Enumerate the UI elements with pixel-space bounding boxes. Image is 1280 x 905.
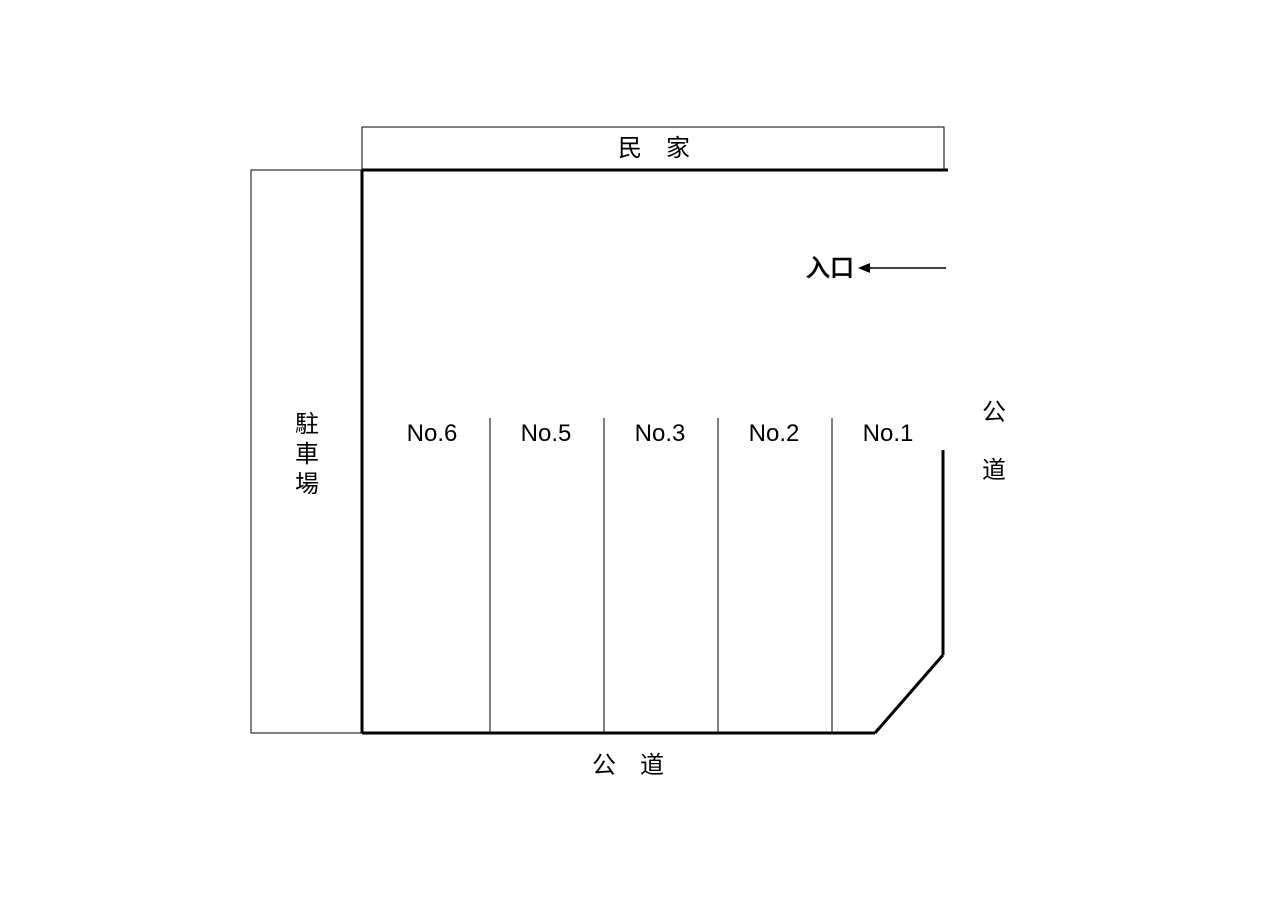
left-building-label-char: 場 — [295, 471, 319, 498]
right-road-label-char: 道 — [982, 457, 1006, 484]
entrance-arrow-head-icon — [858, 263, 870, 273]
slot-label: No.6 — [407, 420, 458, 447]
slot-label: No.2 — [749, 420, 800, 447]
lot-corner-cut — [875, 655, 943, 733]
top-building-label: 民 家 — [618, 135, 690, 162]
bottom-road-label: 公 道 — [592, 752, 664, 779]
parking-diagram: 民 家駐車場 入口 No.6 No.5 No.3 No.2 No.1 公 道 公道 — [0, 0, 1280, 905]
right-road-label-char: 公 — [982, 399, 1006, 426]
left-building-label-char: 駐 — [295, 411, 319, 438]
slot-label: No.1 — [863, 420, 914, 447]
entrance-label: 入口 — [806, 255, 854, 282]
left-building-label-char: 車 — [295, 441, 319, 468]
slot-label: No.5 — [521, 420, 572, 447]
slot-label: No.3 — [635, 420, 686, 447]
